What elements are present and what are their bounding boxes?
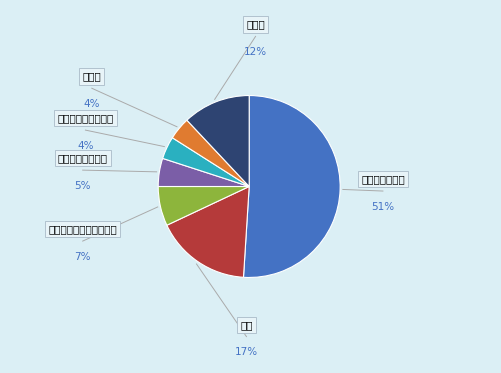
Wedge shape: [158, 186, 248, 225]
Wedge shape: [243, 95, 340, 278]
Wedge shape: [162, 138, 248, 186]
Wedge shape: [172, 120, 248, 186]
Wedge shape: [158, 159, 248, 186]
Wedge shape: [186, 95, 248, 186]
Text: 12%: 12%: [243, 47, 267, 57]
Text: 5%: 5%: [74, 181, 91, 191]
Text: マルチ・スズキ: マルチ・スズキ: [360, 174, 404, 184]
Text: その他: その他: [245, 19, 265, 29]
Text: 17%: 17%: [234, 347, 258, 357]
Text: タタ・モーターズ: タタ・モーターズ: [58, 153, 108, 163]
Text: ホンダ: ホンダ: [82, 71, 101, 81]
Wedge shape: [166, 186, 248, 277]
Text: トヨタ・キルロスカ: トヨタ・キルロスカ: [57, 113, 113, 123]
Text: 7%: 7%: [74, 251, 91, 261]
Text: マヒンドラ＆マヒンドラ: マヒンドラ＆マヒンドラ: [48, 224, 117, 234]
Text: 4%: 4%: [77, 141, 94, 151]
Text: 51%: 51%: [371, 201, 394, 211]
Text: 現代: 現代: [239, 320, 252, 330]
Text: 4%: 4%: [83, 99, 100, 109]
